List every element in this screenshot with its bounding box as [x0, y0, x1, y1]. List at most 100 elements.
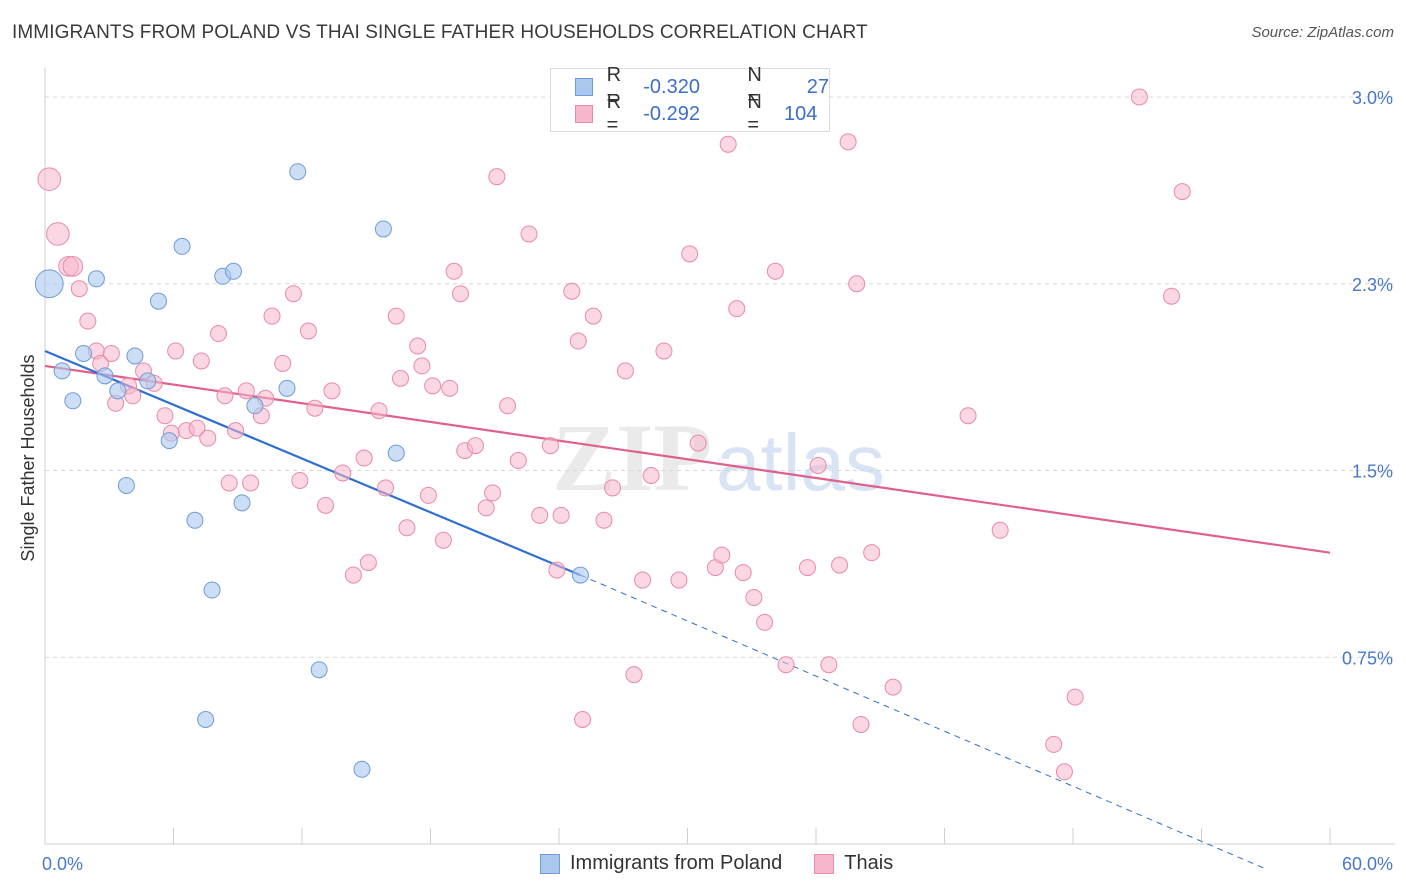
r-label: R =	[606, 64, 622, 109]
poland-point	[109, 382, 127, 400]
source-label: Source: ZipAtlas.com	[1251, 24, 1394, 41]
thais-point	[291, 471, 309, 489]
y-tick-label: 3.0%	[1352, 88, 1393, 108]
thais-point	[37, 167, 62, 191]
thais-point	[199, 429, 217, 447]
watermark: ZIP atlas	[552, 404, 885, 511]
thais-point	[745, 588, 763, 606]
thais-point	[509, 452, 527, 470]
thais-point	[102, 344, 120, 362]
thais-point	[852, 715, 870, 733]
r-label: R =	[606, 91, 622, 136]
thais-point	[809, 457, 827, 475]
thais-point	[1045, 735, 1063, 753]
thais-point	[370, 402, 388, 420]
thais-point	[1163, 287, 1181, 305]
poland-swatch	[575, 78, 593, 96]
thais-point	[756, 613, 774, 631]
legend-item-poland: Immigrants from Poland	[540, 852, 782, 875]
thais-point	[46, 222, 70, 246]
thais-point	[719, 135, 737, 153]
thais-point	[156, 407, 174, 425]
thais-point	[306, 399, 324, 417]
thais-point	[237, 382, 255, 400]
thais-point	[466, 437, 484, 455]
thais-point	[220, 474, 238, 492]
poland-point	[126, 347, 144, 365]
thais-point	[574, 711, 592, 728]
thais-point	[616, 362, 634, 380]
poland-point	[34, 269, 64, 299]
poland-point	[150, 292, 168, 310]
thais-point	[713, 546, 731, 564]
thais-point	[451, 285, 469, 303]
thais-point	[563, 282, 581, 300]
poland-legend-swatch	[540, 853, 560, 874]
tick-labels: 0.75% 1.5% 2.3% 3.0% 0.0% 60.0% Single Father …	[18, 88, 1393, 874]
y-tick-label: 2.3%	[1352, 275, 1393, 295]
poland-point	[117, 476, 135, 494]
thais-point	[798, 559, 816, 577]
thais-point	[552, 506, 570, 524]
thais-point	[1173, 183, 1191, 201]
thais-point	[434, 531, 452, 549]
poland-point	[310, 661, 328, 679]
thais-point	[477, 499, 495, 517]
x-tick-label-min: 0.0%	[42, 854, 83, 874]
legend-row-thais: R = -0.292 N = 104	[575, 91, 829, 136]
legend-label: Thais	[844, 852, 894, 874]
watermark-zip: ZIP	[552, 404, 712, 511]
thais-point	[548, 561, 566, 579]
thais-point	[531, 506, 549, 524]
thais-point	[681, 245, 699, 263]
poland-point	[203, 581, 221, 599]
thais-point	[424, 377, 442, 395]
thais-point	[625, 666, 643, 684]
poland-point	[197, 711, 215, 728]
thais-point	[959, 407, 977, 425]
thais-point	[323, 382, 341, 400]
thais-point	[689, 434, 707, 452]
thais-point	[734, 564, 752, 582]
thais-point	[167, 342, 185, 360]
thais-points	[37, 88, 1191, 781]
thais-point	[520, 225, 538, 243]
y-tick-label: 1.5%	[1352, 462, 1393, 482]
thais-point	[884, 678, 902, 696]
thais-point	[569, 332, 587, 350]
thais-point	[242, 474, 260, 492]
r-value: -0.292	[643, 102, 700, 125]
thais-point	[831, 556, 849, 574]
thais-point	[484, 484, 502, 502]
poland-point	[374, 220, 392, 238]
poland-point	[139, 372, 157, 390]
thais-point	[227, 422, 245, 440]
thais-point	[604, 479, 622, 497]
thais-point	[387, 307, 405, 325]
poland-trend-extension	[580, 574, 1266, 870]
legend-row-poland: R = -0.320 N = 27	[575, 64, 829, 109]
thais-point	[79, 312, 97, 330]
thais-point	[499, 397, 517, 415]
n-label: N =	[747, 91, 762, 136]
thais-point	[488, 168, 506, 186]
watermark-atlas: atlas	[716, 418, 885, 507]
thais-point	[192, 352, 210, 370]
thais-legend-swatch	[814, 853, 835, 874]
n-value: 27	[806, 75, 829, 98]
thais-point	[263, 307, 281, 325]
thais-point	[274, 354, 292, 372]
thais-point	[541, 437, 559, 455]
thais-point	[1066, 688, 1084, 706]
correlation-legend: R = -0.320 N = 27 R = -0.292 N = 104	[550, 64, 830, 136]
thais-point	[839, 133, 857, 151]
thais-point	[1130, 88, 1148, 106]
thais-point	[62, 256, 84, 277]
n-value: 104	[783, 102, 818, 125]
x-tick-label-max: 60.0%	[1342, 854, 1393, 874]
thais-point	[728, 300, 746, 318]
poland-point	[289, 163, 307, 181]
thais-point	[413, 357, 431, 375]
r-value: -0.320	[643, 75, 700, 98]
